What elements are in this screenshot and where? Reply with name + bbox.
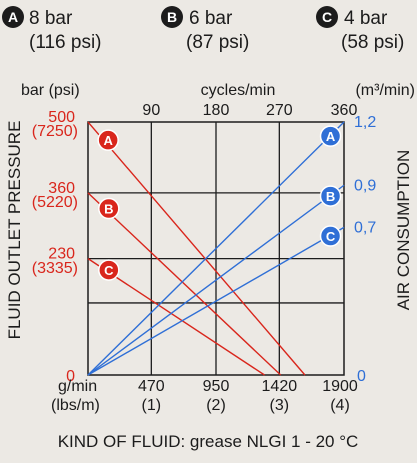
air-line-a (88, 122, 344, 375)
pressure-lines (88, 122, 305, 375)
top-axis-ticks: 90 180 270 360 (142, 102, 357, 119)
legend: A 8 bar (116 psi) B 6 bar (87 psi) C 4 b… (2, 6, 404, 53)
left-axis-title: FLUID OUTLET PRESSURE (5, 121, 24, 340)
pressure-marker-c-circle (98, 259, 120, 281)
legend-item-c-bar: 4 bar (344, 8, 388, 29)
top-unit-label: cycles/min (201, 82, 276, 99)
pressure-line-c (88, 259, 265, 375)
left-tick-bar-3: 230 (48, 246, 75, 263)
pressure-marker-b-letter: B (104, 202, 113, 217)
right-zero-label: 0 (357, 368, 366, 385)
pressure-line-a (88, 122, 305, 375)
plot-area: A B C A B C (88, 122, 344, 375)
legend-item-b-psi: (87 psi) (186, 32, 249, 53)
legend-item-c: C 4 bar (58 psi) (316, 6, 404, 53)
pressure-marker-c: C (98, 259, 120, 281)
right-tick-label-1: 1,2 (354, 114, 376, 131)
bottom-tick-value-1: 470 (138, 378, 165, 395)
bottom-tick-value-3: 1420 (262, 378, 298, 395)
pressure-line-b (88, 193, 281, 375)
bottom-tick-index-3: (3) (270, 397, 290, 414)
air-marker-b: B (319, 185, 342, 207)
pressure-marker-a-letter: A (103, 133, 113, 148)
series-markers: A B C A B C (97, 125, 342, 281)
bottom-tick-value-4: 1900 (322, 378, 358, 395)
legend-item-a-bar: 8 bar (29, 8, 73, 29)
air-marker-a-circle (319, 125, 342, 147)
right-axis-ticks: 1,2 0,9 0,7 (354, 114, 376, 236)
left-axis-ticks: 500(7250) 360(5220) 230(3335) (32, 109, 78, 277)
pressure-marker-b: B (98, 197, 120, 220)
pressure-marker-a-circle (97, 129, 119, 151)
left-tick-psi-2: (5220) (32, 194, 78, 211)
left-unit-label: bar (psi) (21, 82, 80, 99)
bottom-tick-index-2: (2) (206, 397, 226, 414)
air-marker-c-letter: C (326, 229, 336, 244)
bottom-tick-index-4: (4) (330, 397, 350, 414)
air-marker-b-letter: B (326, 189, 335, 204)
air-line-c (88, 227, 344, 375)
legend-badge-b (161, 6, 183, 28)
right-tick-label-2: 0,9 (354, 177, 376, 194)
left-tick-bar-2: 360 (48, 180, 75, 197)
bottom-tick-index-1: (1) (142, 397, 162, 414)
legend-item-c-psi: (58 psi) (341, 32, 404, 53)
left-tick-psi-1: (7250) (32, 123, 78, 140)
right-axis-title: AIR CONSUMPTION (394, 150, 413, 311)
left-tick-psi-3: (3335) (32, 260, 78, 277)
air-marker-a: A (319, 125, 342, 147)
legend-item-a: A 8 bar (116 psi) (2, 6, 102, 53)
pressure-marker-b-circle (98, 197, 120, 220)
bottom-unit-gmin: g/min (58, 378, 97, 395)
legend-badge-b-letter: B (167, 9, 177, 25)
air-marker-b-circle (319, 185, 342, 207)
legend-item-a-psi: (116 psi) (29, 32, 102, 53)
legend-badge-c (316, 6, 338, 28)
air-line-b (88, 185, 344, 375)
top-tick-label-2: 180 (203, 102, 230, 119)
legend-item-b: B 6 bar (87 psi) (161, 6, 249, 53)
left-tick-bar-1: 500 (48, 109, 75, 126)
pressure-marker-c-letter: C (104, 263, 114, 278)
top-tick-label-3: 270 (266, 102, 293, 119)
air-lines (88, 122, 344, 375)
legend-item-b-bar: 6 bar (189, 8, 233, 29)
top-tick-label-4: 360 (331, 102, 358, 119)
air-marker-a-letter: A (326, 129, 336, 144)
air-marker-c-circle (319, 225, 342, 247)
footer-fluid-note: KIND OF FLUID: grease NLGI 1 - 20 °C (58, 432, 359, 451)
legend-badge-a-letter: A (8, 9, 18, 25)
bottom-unit-lbsm: (lbs/m) (51, 397, 100, 414)
top-tick-label-1: 90 (142, 102, 160, 119)
left-zero-label: 0 (66, 368, 75, 385)
bottom-axis-ticks: 470 (1) 950 (2) 1420 (3) 1900 (4) (138, 378, 358, 414)
right-unit-label: (m³/min) (355, 82, 415, 99)
air-marker-c: C (319, 225, 342, 247)
legend-badge-a (2, 6, 24, 28)
pressure-marker-a: A (97, 129, 119, 151)
grid (88, 122, 344, 375)
bottom-tick-value-2: 950 (203, 378, 230, 395)
legend-badge-c-letter: C (322, 9, 332, 25)
right-tick-label-3: 0,7 (354, 219, 376, 236)
